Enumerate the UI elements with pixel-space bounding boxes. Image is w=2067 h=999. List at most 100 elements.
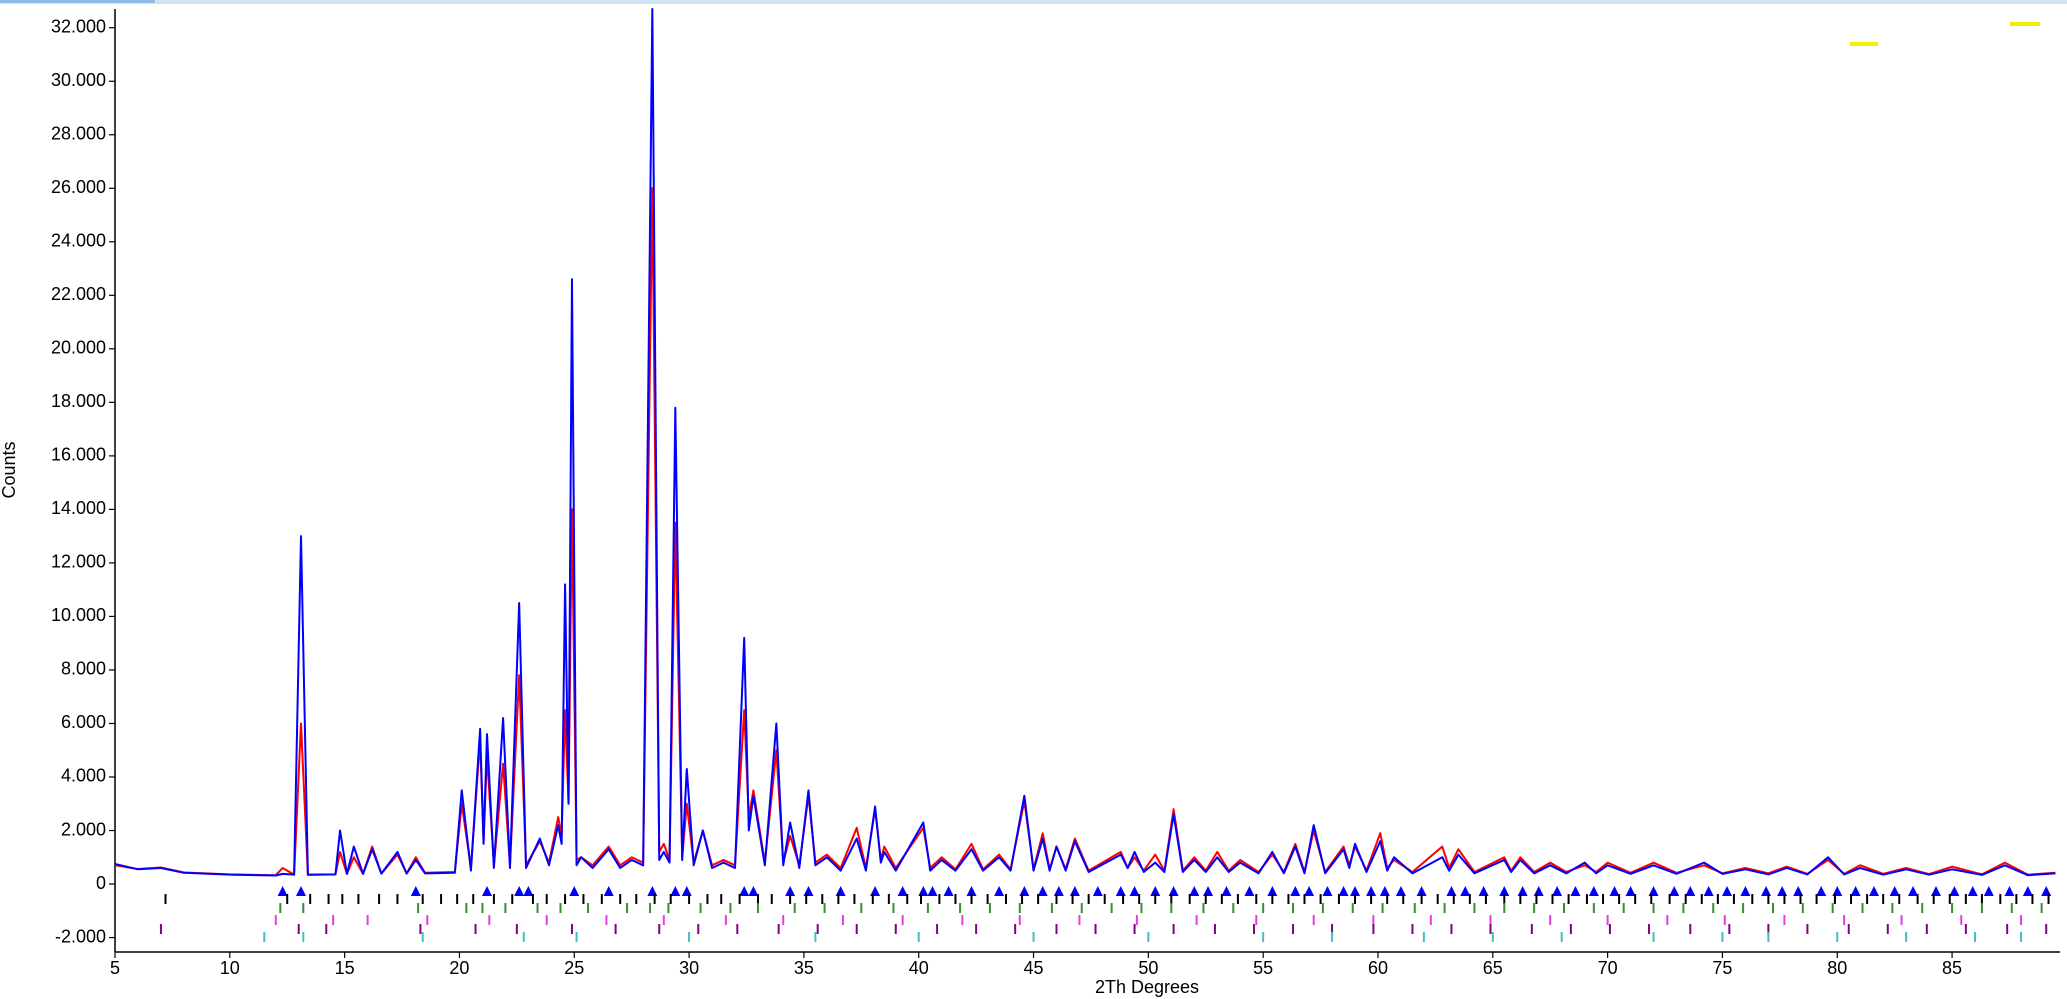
y-tick-label: 24.000 [51,231,106,251]
reflection-marker [785,886,796,897]
y-tick-label: 0 [96,873,106,893]
reflection-marker [569,886,580,897]
y-tick-label: 6.000 [61,712,106,732]
x-tick-label: 80 [1827,958,1847,978]
reflection-marker [739,886,750,897]
reflection-marker [1395,886,1406,897]
y-tick-label: 32.000 [51,16,106,36]
reflection-marker [1267,886,1278,897]
reflection-marker [1930,886,1941,897]
reflection-marker [523,886,534,897]
data-line [114,187,2056,877]
reflection-marker [918,886,929,897]
reflection-marker [1290,886,1301,897]
reflection-marker [1949,886,1960,897]
reflection-marker [1761,886,1772,897]
reflection-marker [1069,886,1080,897]
reflection-marker [1244,886,1255,897]
reflection-marker [1460,886,1471,897]
x-tick-label: 45 [1024,958,1044,978]
reflection-marker [1053,886,1064,897]
reflection-marker [1703,886,1714,897]
reflection-marker [1338,886,1349,897]
reflection-marker [1115,886,1126,897]
highlight-mark [1850,42,1878,46]
reflection-marker [1366,886,1377,897]
reflection-marker [1722,886,1733,897]
x-tick-label: 25 [564,958,584,978]
reflection-marker [1570,886,1581,897]
x-tick-label: 15 [335,958,355,978]
y-tick-label: 26.000 [51,177,106,197]
reflection-marker [1625,886,1636,897]
x-tick-label: 55 [1253,958,1273,978]
reflection-marker [2004,886,2015,897]
reflection-marker [1168,886,1179,897]
y-tick-label: 2.000 [61,819,106,839]
x-tick-label: 10 [220,958,240,978]
x-tick-label: 5 [110,958,120,978]
reflection-marker [1740,886,1751,897]
reflection-marker [2022,886,2033,897]
reflection-marker [277,886,288,897]
reflection-marker [410,886,421,897]
reflection-marker [1609,886,1620,897]
reflection-marker [1478,886,1489,897]
reflection-marker [1129,886,1140,897]
reflection-marker [681,886,692,897]
reflection-marker [1983,886,1994,897]
reflection-marker [670,886,681,897]
reflection-marker [1669,886,1680,897]
y-tick-label: 20.000 [51,338,106,358]
y-tick-label: 30.000 [51,70,106,90]
y-axis-label: Counts [0,441,19,498]
reflection-marker [1850,886,1861,897]
reflection-marker [1777,886,1788,897]
reflection-marker [897,886,908,897]
reflection-marker [870,886,881,897]
reflection-marker [482,886,493,897]
reflection-marker [1552,886,1563,897]
highlight-mark [2010,22,2040,26]
reflection-marker [803,886,814,897]
x-tick-label: 40 [909,958,929,978]
y-tick-label: 8.000 [61,659,106,679]
reflection-marker [1446,886,1457,897]
y-tick-label: 16.000 [51,445,106,465]
x-tick-label: 75 [1712,958,1732,978]
y-tick-label: 22.000 [51,284,106,304]
y-tick-label: -2.000 [55,926,106,946]
reflection-marker [1868,886,1879,897]
y-tick-label: 18.000 [51,391,106,411]
reflection-marker [1416,886,1427,897]
reflection-marker [1304,886,1315,897]
reflection-marker [1533,886,1544,897]
reflection-marker [748,886,759,897]
x-tick-label: 30 [679,958,699,978]
x-tick-label: 20 [449,958,469,978]
reflection-marker [514,886,525,897]
top-bar-tab [0,0,155,3]
x-axis-label: 2Th Degrees [1095,977,1199,997]
reflection-marker [2041,886,2052,897]
reflection-marker [1019,886,1030,897]
reflection-marker [1685,886,1696,897]
reflection-marker [603,886,614,897]
y-tick-label: 12.000 [51,552,106,572]
reflection-marker [1037,886,1048,897]
reflection-marker [1588,886,1599,897]
x-tick-label: 50 [1138,958,1158,978]
reflection-marker [835,886,846,897]
y-tick-label: 28.000 [51,124,106,144]
reflection-marker [1648,886,1659,897]
reflection-marker [1221,886,1232,897]
y-tick-label: 14.000 [51,498,106,518]
reflection-marker [1350,886,1361,897]
reflection-marker [1816,886,1827,897]
reflection-marker [1499,886,1510,897]
reflection-marker [1889,886,1900,897]
reflection-marker [1322,886,1333,897]
y-tick-label: 4.000 [61,766,106,786]
x-tick-label: 65 [1483,958,1503,978]
